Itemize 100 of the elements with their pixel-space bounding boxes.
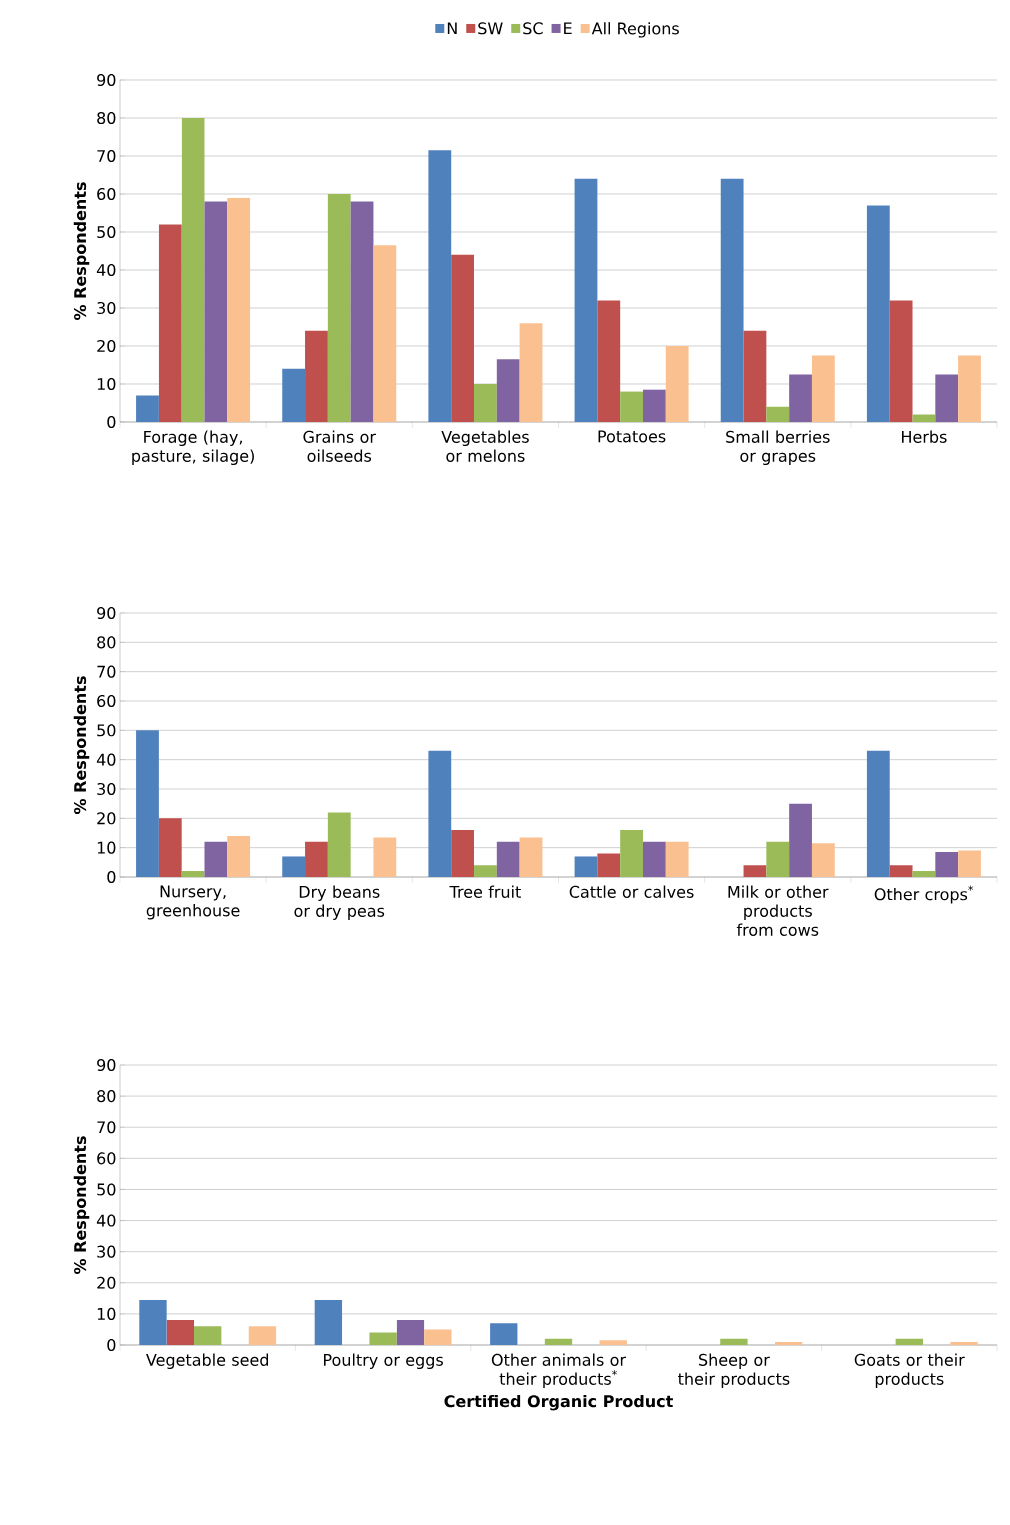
bar — [544, 1338, 573, 1345]
bar — [136, 730, 159, 877]
y-tick-label: 80 — [97, 111, 116, 125]
bar — [789, 374, 812, 422]
x-tick-label: Vegetable seed — [146, 1353, 269, 1370]
y-tick-label: 10 — [97, 841, 116, 854]
bar — [743, 865, 767, 877]
y-tick-label: 40 — [96, 753, 116, 766]
bar — [181, 871, 205, 877]
bar — [642, 389, 666, 422]
bar — [720, 178, 744, 422]
bar — [373, 837, 397, 877]
bar — [451, 830, 475, 877]
x-tick-label: Other animals or their products$^{*}$ — [491, 1353, 627, 1389]
x-tick-label: Potatoes — [598, 430, 666, 443]
bar — [305, 841, 328, 877]
bar — [139, 1299, 167, 1345]
bar — [314, 1299, 343, 1345]
y-tick-label: 10 — [97, 1307, 116, 1320]
y-tick-label: 20 — [97, 812, 116, 825]
bar — [597, 300, 621, 422]
x-tick-label: Goats or their products — [854, 1353, 965, 1389]
bar — [574, 856, 598, 877]
y-tick-label: 40 — [96, 263, 116, 277]
bar — [451, 254, 475, 422]
bar — [574, 178, 598, 422]
bar — [912, 414, 936, 422]
bar — [889, 300, 913, 422]
x-tick-label: Tree fruit — [449, 885, 521, 898]
y-tick-label: 80 — [97, 636, 116, 649]
y-tick-label: 30 — [97, 301, 116, 315]
bar — [282, 856, 306, 877]
y-tick-label: 70 — [97, 149, 116, 163]
x-tick-label: Cattle or calves — [569, 885, 694, 898]
y-tick-label: 90 — [97, 73, 116, 87]
bar — [327, 193, 351, 422]
bar — [158, 818, 182, 877]
bar — [166, 1320, 195, 1345]
bar — [811, 355, 835, 422]
bar — [895, 1338, 923, 1345]
y-tick-label: 70 — [97, 665, 116, 678]
bar — [496, 359, 520, 422]
bar — [369, 1332, 397, 1345]
y-tick-label: 60 — [97, 694, 116, 708]
bar — [194, 1326, 222, 1345]
bar — [743, 330, 767, 422]
bar — [350, 201, 374, 422]
x-tick-label: Grains or oilseeds — [303, 430, 376, 462]
legend-label: All Regions — [591, 22, 679, 38]
y-tick-label: 90 — [97, 1058, 116, 1072]
bar — [204, 841, 228, 877]
bar — [474, 383, 497, 422]
bar — [204, 201, 228, 422]
legend-label: SC — [523, 22, 543, 35]
bar — [620, 830, 643, 877]
bar — [766, 406, 790, 422]
bar — [958, 850, 981, 877]
y-tick-label: 30 — [97, 1245, 116, 1258]
x-tick-label: Small berries or grapes — [726, 430, 830, 465]
legend-label: SW — [478, 22, 503, 35]
y-tick-label: 30 — [97, 782, 116, 796]
y-tick-label: 40 — [96, 1214, 116, 1227]
bar — [889, 865, 913, 877]
bar — [496, 841, 520, 877]
bar — [665, 345, 689, 422]
y-tick-label: 90 — [97, 606, 116, 620]
y-tick-label: 0 — [107, 1338, 116, 1352]
y-tick-label: 80 — [97, 1090, 116, 1103]
bar — [373, 245, 397, 422]
x-tick-label: Forage (hay, pasture, silage) — [132, 430, 254, 465]
bar — [866, 205, 890, 422]
bar — [642, 841, 666, 877]
x-tick-label: Dry beans or dry peas — [294, 885, 385, 920]
y-tick-label: 20 — [97, 339, 116, 353]
bar — [620, 391, 643, 422]
y-tick-label: 50 — [97, 1183, 116, 1196]
bar — [136, 395, 159, 422]
bar — [665, 841, 689, 877]
bar — [519, 837, 543, 877]
bar — [597, 853, 621, 877]
x-tick-label: Milk or other products from cows — [728, 885, 829, 936]
x-tick-label: Vegetables or melons — [441, 430, 529, 462]
bar — [424, 1329, 452, 1345]
y-tick-label: 60 — [97, 1152, 116, 1165]
x-tick-label: Poultry or eggs — [324, 1353, 443, 1370]
bar — [912, 871, 936, 877]
y-tick-label: 60 — [97, 187, 116, 201]
y-tick-label: 0 — [107, 870, 116, 884]
bar — [935, 852, 959, 877]
y-tick-label: 0 — [107, 415, 116, 429]
bar — [950, 1341, 978, 1345]
bar — [519, 323, 543, 422]
y-tick-label: 50 — [97, 724, 116, 737]
y-axis-title: % Respondents — [73, 676, 90, 814]
bar — [327, 812, 351, 877]
bar — [789, 803, 812, 877]
bar — [811, 843, 835, 877]
bar — [774, 1341, 803, 1345]
y-axis-title: % Respondents — [73, 1136, 90, 1274]
x-axis-title: Certified Organic Product — [444, 1394, 673, 1411]
